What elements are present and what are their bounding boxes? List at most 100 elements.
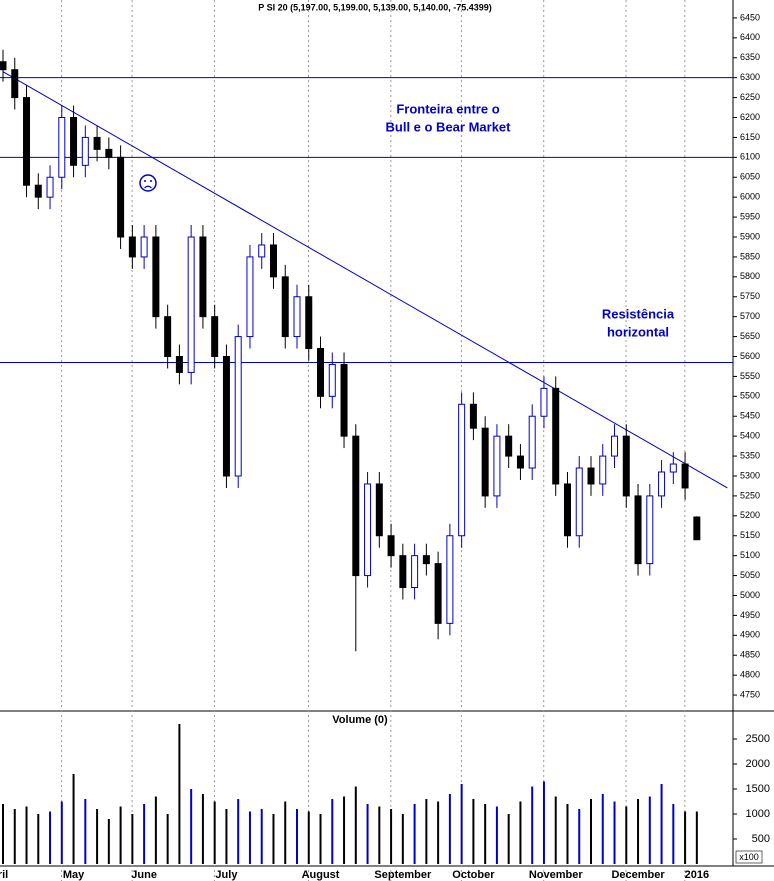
volume-bar	[660, 784, 663, 864]
volume-bar	[96, 809, 99, 864]
candle-body	[681, 463, 689, 489]
candle-body	[693, 516, 701, 541]
candle-body	[364, 483, 372, 577]
y-tick-label: 5400	[740, 431, 760, 441]
candle-body	[563, 483, 571, 537]
y-tick-label: 5900	[740, 231, 760, 241]
candle-body	[246, 256, 254, 338]
x-tick-label: May	[63, 869, 85, 881]
volume-bar	[578, 809, 581, 864]
volume-bar	[484, 804, 487, 864]
y-tick-label: 5450	[740, 411, 760, 421]
x-tick-label: 2016	[685, 869, 709, 881]
candle-body	[375, 483, 383, 537]
candle-body	[281, 276, 289, 338]
annotation: Fronteira entre o	[396, 101, 499, 116]
candle-body	[422, 555, 430, 565]
candle-body	[458, 403, 466, 537]
annotation: Bull e o Bear Market	[386, 119, 512, 134]
candle-body	[599, 455, 607, 485]
candle-body	[199, 236, 207, 318]
volume-bar	[566, 804, 569, 864]
y-tick-label: 5600	[740, 351, 760, 361]
candle-body	[587, 467, 595, 485]
y-tick-label: 2000	[746, 758, 770, 770]
y-tick-label: 5650	[740, 331, 760, 341]
volume-bar	[166, 814, 169, 864]
volume-bar	[507, 814, 510, 864]
y-tick-label: 4800	[740, 670, 760, 680]
candle-body	[152, 236, 160, 318]
volume-unit: x100	[739, 852, 759, 862]
y-tick-label: 6150	[740, 132, 760, 142]
y-tick-label: 4750	[740, 689, 760, 699]
candle-body	[23, 97, 31, 186]
candle-body	[317, 348, 325, 397]
candle-body	[669, 463, 677, 473]
volume-bar	[590, 799, 592, 864]
chart-title: P SI 20 (5,197.00, 5,199.00, 5,139.00, 5…	[258, 2, 492, 12]
sad-face-eye	[144, 180, 146, 182]
candle-body	[387, 535, 395, 557]
candle-body	[328, 363, 336, 397]
candle-body	[434, 563, 442, 624]
volume-bar	[49, 811, 52, 864]
volume-bar	[601, 794, 604, 864]
x-tick-label: ril	[0, 869, 8, 881]
candle-body	[293, 296, 301, 338]
volume-bar	[284, 801, 287, 864]
volume-bar	[237, 799, 240, 864]
volume-bar	[637, 799, 640, 864]
volume-bar	[390, 809, 393, 864]
candle-body	[305, 296, 313, 350]
candle-body	[58, 117, 66, 178]
candle-body	[187, 236, 195, 373]
y-tick-label: 6100	[740, 152, 760, 162]
y-tick-label: 5700	[740, 311, 760, 321]
candle-body	[411, 555, 419, 589]
candle-body	[634, 495, 642, 565]
volume-bar	[460, 784, 463, 864]
volume-bar	[248, 811, 251, 864]
y-tick-label: 4950	[740, 610, 760, 620]
candle-body	[469, 403, 477, 429]
volume-bar	[519, 801, 522, 864]
y-tick-label: 500	[752, 833, 770, 845]
volume-bar	[260, 809, 263, 864]
volume-bar	[495, 806, 498, 864]
volume-bar	[695, 811, 698, 864]
y-tick-label: 5750	[740, 291, 760, 301]
candle-body	[258, 244, 266, 258]
unit-box	[735, 850, 763, 864]
y-tick-label: 6350	[740, 52, 760, 62]
volume-bar	[648, 796, 651, 864]
y-tick-label: 5850	[740, 251, 760, 261]
volume-bar	[178, 724, 181, 864]
x-tick-label: December	[611, 869, 665, 881]
x-tick-label: June	[131, 869, 157, 881]
volume-bar	[531, 786, 534, 864]
volume-bar	[25, 806, 28, 864]
y-tick-label: 5150	[740, 530, 760, 540]
annotation: Resistência	[602, 306, 675, 321]
y-tick-label: 5100	[740, 550, 760, 560]
volume-bar	[13, 809, 16, 864]
volume-title: Volume (0)	[332, 714, 388, 726]
volume-bar	[684, 811, 687, 864]
y-tick-label: 5200	[740, 510, 760, 520]
y-tick-label: 5350	[740, 450, 760, 460]
candle-body	[269, 244, 277, 278]
candle-body	[164, 316, 172, 357]
volume-bar	[201, 794, 204, 864]
volume-bar	[437, 801, 440, 864]
volume-bar	[307, 811, 310, 864]
y-tick-label: 5500	[740, 391, 760, 401]
volume-bar	[378, 806, 381, 864]
y-tick-label: 5050	[740, 570, 760, 580]
volume-bar	[296, 809, 298, 864]
volume-bar	[448, 794, 451, 864]
candle-body	[0, 61, 7, 71]
volume-bar	[366, 804, 369, 864]
y-tick-label: 6450	[740, 12, 760, 22]
y-tick-label: 6000	[740, 192, 760, 202]
